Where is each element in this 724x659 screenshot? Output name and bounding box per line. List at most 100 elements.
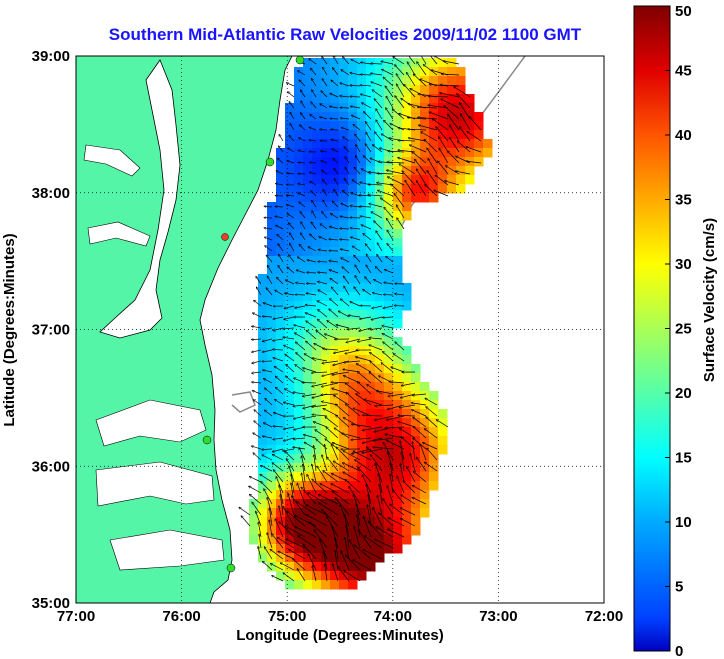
- heat-cell: [339, 328, 349, 338]
- heat-cell: [375, 112, 385, 122]
- velocity-arrow: [374, 415, 394, 420]
- colorbar-label: Surface Velocity (cm/s): [701, 218, 718, 382]
- velocity-arrow: [386, 170, 405, 175]
- heat-cell: [366, 445, 376, 455]
- heat-cell: [312, 184, 322, 194]
- heat-cell: [402, 499, 412, 509]
- x-tick-label: 73:00: [479, 608, 517, 625]
- heat-cell: [330, 193, 340, 203]
- velocity-arrow: [332, 526, 339, 549]
- heat-cell: [357, 382, 367, 392]
- heat-cell: [420, 463, 430, 473]
- heat-cell: [258, 526, 268, 536]
- heat-cell: [249, 526, 259, 536]
- velocity-arrow: [340, 228, 350, 229]
- heat-cell: [303, 130, 313, 140]
- heat-cell: [357, 463, 367, 473]
- heat-cell: [384, 472, 394, 482]
- heat-cell: [276, 409, 286, 419]
- velocity-arrow: [273, 327, 284, 331]
- velocity-arrow: [425, 184, 438, 197]
- velocity-arrow: [368, 195, 383, 196]
- heat-cell: [285, 499, 295, 509]
- heat-cell: [339, 292, 349, 302]
- heat-cell: [258, 346, 268, 356]
- velocity-arrow: [320, 484, 339, 494]
- plot-border: [75, 55, 605, 604]
- heat-cell: [357, 211, 367, 221]
- heat-cell: [330, 265, 340, 275]
- velocity-arrow: [306, 341, 317, 351]
- heat-cell: [303, 76, 313, 86]
- velocity-arrow: [321, 394, 339, 395]
- velocity-arrow: [399, 164, 416, 175]
- velocity-arrow: [322, 211, 328, 219]
- velocity-arrow: [311, 191, 317, 197]
- heat-cell: [384, 544, 394, 554]
- heat-cell: [312, 472, 322, 482]
- velocity-arrow: [382, 69, 394, 76]
- velocity-arrow: [259, 534, 262, 549]
- velocity-arrow: [294, 333, 306, 340]
- velocity-arrow: [332, 371, 350, 375]
- velocity-arrow: [252, 360, 262, 363]
- heat-cell: [411, 526, 421, 536]
- heat-cell: [411, 121, 421, 131]
- heat-cell: [411, 76, 421, 86]
- heat-cell: [366, 319, 376, 329]
- velocity-arrow: [320, 224, 328, 230]
- velocity-arrow: [378, 162, 394, 164]
- velocity-arrow: [312, 90, 317, 98]
- velocity-arrow: [360, 316, 372, 319]
- heat-cell: [267, 490, 277, 500]
- velocity-arrow: [264, 388, 273, 395]
- velocity-arrow: [323, 190, 328, 197]
- heat-cell: [402, 508, 412, 518]
- heat-cell: [348, 436, 358, 446]
- heat-cell: [267, 526, 277, 536]
- velocity-arrow: [297, 483, 306, 505]
- velocity-arrow: [316, 330, 328, 340]
- velocity-arrow: [341, 70, 350, 76]
- velocity-arrow: [265, 246, 273, 252]
- heat-cell: [258, 328, 268, 338]
- velocity-arrow: [300, 125, 306, 131]
- velocity-arrow: [395, 342, 405, 351]
- heat-cell: [384, 400, 394, 410]
- velocity-arrow: [288, 148, 295, 153]
- velocity-arrow: [321, 91, 328, 98]
- heat-cell: [357, 427, 367, 437]
- heat-cell: [348, 472, 358, 482]
- heat-cell: [393, 409, 403, 419]
- velocity-arrow: [438, 161, 449, 175]
- heat-cell: [375, 328, 385, 338]
- velocity-arrow: [353, 124, 361, 131]
- velocity-arrow: [377, 495, 383, 516]
- velocity-arrow: [283, 402, 295, 406]
- heat-cell: [375, 220, 385, 230]
- velocity-arrow: [369, 338, 383, 339]
- velocity-arrow: [273, 338, 284, 341]
- velocity-arrow: [383, 342, 394, 351]
- velocity-arrow: [333, 461, 350, 472]
- heat-cell: [375, 193, 385, 203]
- heat-cell: [285, 580, 295, 590]
- velocity-arrow: [263, 423, 273, 428]
- heat-cell: [447, 130, 457, 140]
- heat-cell: [285, 400, 295, 410]
- velocity-arrow: [330, 278, 339, 285]
- heat-cell: [294, 121, 304, 131]
- heat-cell: [384, 373, 394, 383]
- heat-cell: [294, 238, 304, 248]
- heat-cell: [276, 463, 286, 473]
- velocity-arrow: [285, 376, 295, 384]
- heat-cell: [276, 508, 286, 518]
- heat-cell: [312, 508, 322, 518]
- heat-cell: [411, 148, 421, 158]
- heat-cell: [357, 544, 367, 554]
- velocity-arrow: [254, 421, 262, 428]
- heat-cell: [303, 265, 313, 275]
- heat-cell: [384, 463, 394, 473]
- velocity-arrow: [362, 103, 372, 109]
- heat-cell: [357, 346, 367, 356]
